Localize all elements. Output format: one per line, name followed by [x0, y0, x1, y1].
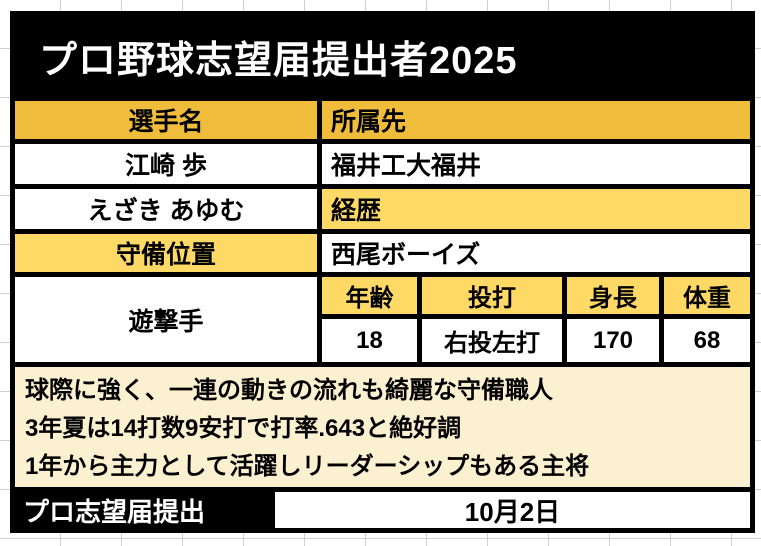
- weight-header-cell: 体重: [664, 277, 750, 314]
- age-header-cell: 年齢: [322, 277, 417, 314]
- stats-subtable: 年齢 投打 身長 体重 18 右投左打 170 68: [322, 277, 750, 362]
- age-value-cell: 18: [322, 319, 417, 362]
- stats-header-row: 年齢 投打 身長 体重: [322, 277, 750, 314]
- affiliation-value-cell: 福井工大福井: [322, 144, 750, 184]
- position-stats-row: 遊撃手 年齢 投打 身長 体重 18 右投左打 170 68: [15, 277, 750, 362]
- submission-date-cell: 10月2日: [275, 492, 750, 528]
- career-label-cell: 経歴: [322, 189, 750, 229]
- name-row: 江崎 歩 福井工大福井: [15, 144, 750, 184]
- player-name-cell: 江崎 歩: [15, 144, 317, 184]
- throw-bat-value-cell: 右投左打: [422, 319, 562, 362]
- submission-label-cell: プロ志望届提出: [15, 492, 270, 528]
- header-row: 選手名 所属先: [15, 101, 750, 139]
- submission-row: プロ志望届提出 10月2日: [15, 492, 750, 528]
- height-value-cell: 170: [567, 319, 659, 362]
- note-line-3: 1年から主力として活躍しリーダーシップもある主将: [25, 453, 590, 480]
- note-line-1: 球際に強く、一連の動きの流れも綺麗な守備職人: [25, 377, 553, 404]
- kana-row: えざき あゆむ 経歴: [15, 189, 750, 229]
- note-line-2: 3年夏は14打数9安打で打率.643と絶好調: [25, 415, 462, 442]
- scouting-notes: 球際に強く、一連の動きの流れも綺麗な守備職人 3年夏は14打数9安打で打率.64…: [15, 367, 750, 487]
- weight-value-cell: 68: [664, 319, 750, 362]
- position-value-cell: 遊撃手: [15, 277, 317, 362]
- card-title: プロ野球志望届提出者2025: [15, 16, 750, 96]
- position-label-cell: 守備位置: [15, 234, 317, 272]
- player-kana-cell: えざき あゆむ: [15, 189, 317, 229]
- throw-bat-header-cell: 投打: [422, 277, 562, 314]
- affiliation-label-cell: 所属先: [322, 101, 750, 139]
- player-name-label-cell: 選手名: [15, 101, 317, 139]
- player-profile-card: プロ野球志望届提出者2025 選手名 所属先 江崎 歩 福井工大福井 えざき あ…: [10, 11, 755, 533]
- position-label-row: 守備位置 西尾ボーイズ: [15, 234, 750, 272]
- career-value-cell: 西尾ボーイズ: [322, 234, 750, 272]
- stats-values-row: 18 右投左打 170 68: [322, 319, 750, 362]
- height-header-cell: 身長: [567, 277, 659, 314]
